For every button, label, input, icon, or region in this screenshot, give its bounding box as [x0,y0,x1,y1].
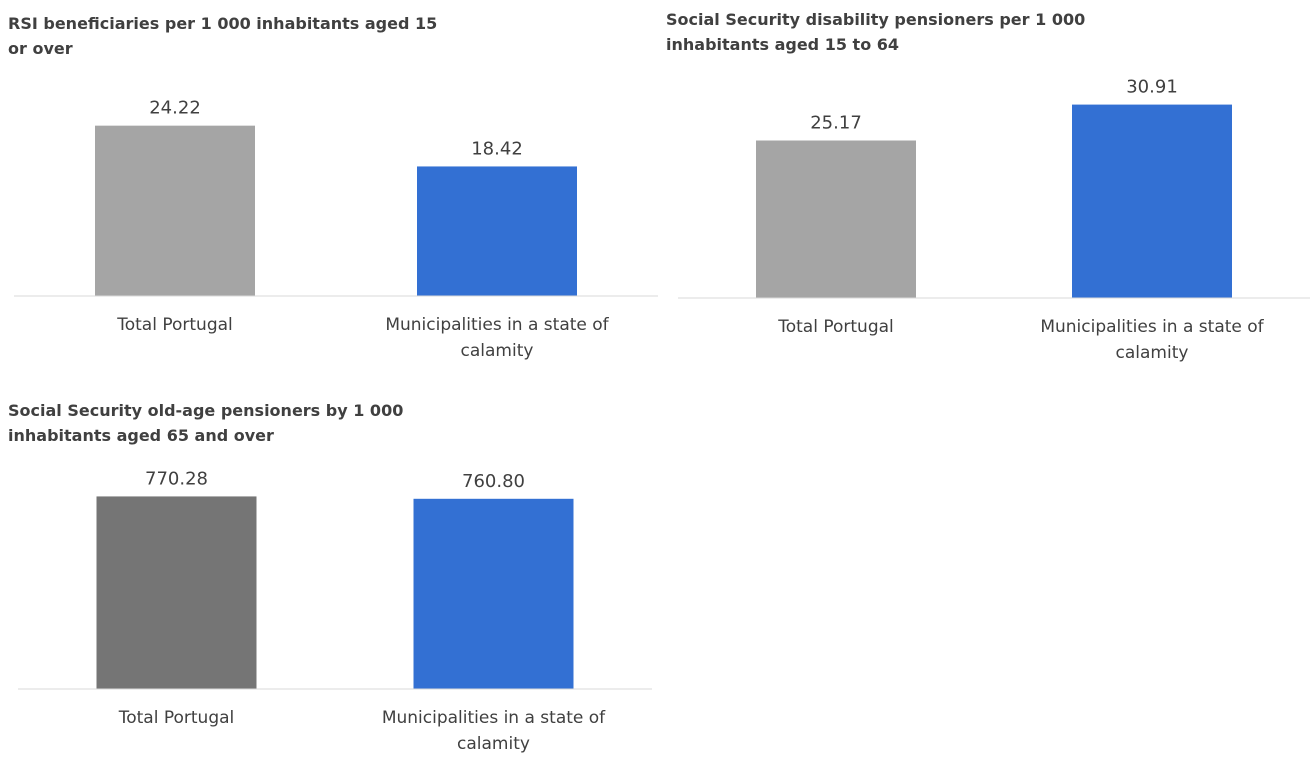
bar-plot: 25.17 Total Portugal 30.91 Municipalities i… [678,77,1310,363]
chart-old-age: Social Security old-age pensioners by 1 … [0,390,660,762]
bar-1 [1072,104,1232,299]
value-label-0: 24.22 [149,98,201,119]
chart-title: Social Security disability pensioners pe… [666,7,1085,57]
category-label-0-line-0: Total Portugal [116,315,233,335]
chart-title-line-2: inhabitants aged 15 to 64 [666,35,900,54]
value-label-1: 18.42 [471,138,523,159]
category-label-1-line-1: calamity [461,341,534,361]
chart-title: RSI beneficiaries per 1 000 inhabitants … [8,11,437,61]
chart-title-line-1: RSI beneficiaries per 1 000 inhabitants … [8,14,438,33]
bar-plot: 770.28 Total Portugal 760.80 Municipalities… [18,468,652,754]
category-label-1-line-1: calamity [457,734,530,754]
value-label-1: 760.80 [462,471,525,492]
chart-title-line-2: or over [8,39,73,58]
value-label-0: 770.28 [145,468,208,489]
category-label-1-line-0: Municipalities in a state of [385,315,609,335]
value-label-1: 30.91 [1126,77,1178,98]
bar-0 [756,140,916,298]
value-label-0: 25.17 [810,113,862,134]
bar-0 [96,496,257,689]
bar-0 [95,125,255,296]
category-label-1-line-1: calamity [1116,343,1189,363]
bar-plot: 24.22 Total Portugal 18.42 Municipalities i… [14,98,658,361]
bar-1 [413,498,574,689]
chart-disability: Social Security disability pensioners pe… [660,0,1314,380]
category-label-1-line-0: Municipalities in a state of [1040,317,1264,337]
bar-1 [417,166,577,296]
chart-title-line-1: Social Security disability pensioners pe… [666,10,1086,29]
category-label-1-line-0: Municipalities in a state of [382,708,606,728]
chart-rsi: RSI beneficiaries per 1 000 inhabitants … [0,0,660,380]
category-label-0-line-0: Total Portugal [118,708,235,728]
chart-title-line-1: Social Security old-age pensioners by 1 … [8,401,404,420]
category-label-0-line-0: Total Portugal [777,317,894,337]
chart-title-line-2: inhabitants aged 65 and over [8,426,274,445]
chart-title: Social Security old-age pensioners by 1 … [8,398,403,448]
